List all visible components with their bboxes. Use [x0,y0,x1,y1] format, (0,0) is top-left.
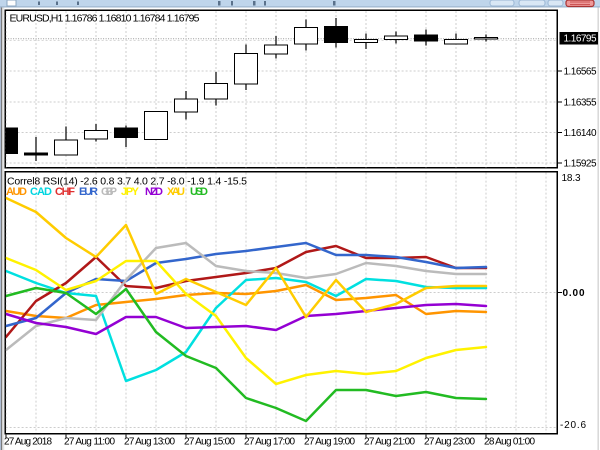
svg-text:0.00: 0.00 [563,288,585,299]
svg-text:1.15925: 1.15925 [564,159,597,170]
svg-text:18.3: 18.3 [562,173,581,184]
svg-text:27 Aug 2018: 27 Aug 2018 [4,437,52,448]
svg-text:1.16355: 1.16355 [564,98,597,109]
svg-text:27 Aug 11:00: 27 Aug 11:00 [64,437,115,448]
svg-text:AUD: AUD [6,186,27,198]
svg-text:NZD: NZD [145,186,163,198]
svg-text:27 Aug 23:00: 27 Aug 23:00 [424,437,475,448]
svg-text:GBP: GBP [101,186,117,198]
svg-text:27 Aug 13:00: 27 Aug 13:00 [124,437,175,448]
svg-text:EUR: EUR [79,186,98,198]
svg-text:-20.6: -20.6 [560,420,586,431]
svg-text:Correl8 RSI(14) -2.6 0.8 3.7 4: Correl8 RSI(14) -2.6 0.8 3.7 4.0 2.7 -8.… [7,176,247,188]
svg-text:USD: USD [190,186,208,198]
svg-text:27 Aug 15:00: 27 Aug 15:00 [184,437,235,448]
svg-text:CHF: CHF [55,186,75,198]
svg-text:JPY: JPY [121,186,140,198]
svg-text:CAD: CAD [30,186,52,198]
svg-text:EURUSD,H1 1.16786 1.16810 1.1: EURUSD,H1 1.16786 1.16810 1.16784 1.1679… [10,13,200,25]
svg-text:27 Aug 21:00: 27 Aug 21:00 [364,437,415,448]
svg-text:1.16140: 1.16140 [564,128,597,139]
svg-text:1.16795: 1.16795 [564,34,597,45]
svg-text:27 Aug 17:00: 27 Aug 17:00 [244,437,295,448]
svg-text:1.16565: 1.16565 [564,67,597,78]
svg-text:28 Aug 01:00: 28 Aug 01:00 [484,437,535,448]
svg-text:27 Aug 19:00: 27 Aug 19:00 [304,437,355,448]
svg-text:XAU: XAU [167,186,185,198]
